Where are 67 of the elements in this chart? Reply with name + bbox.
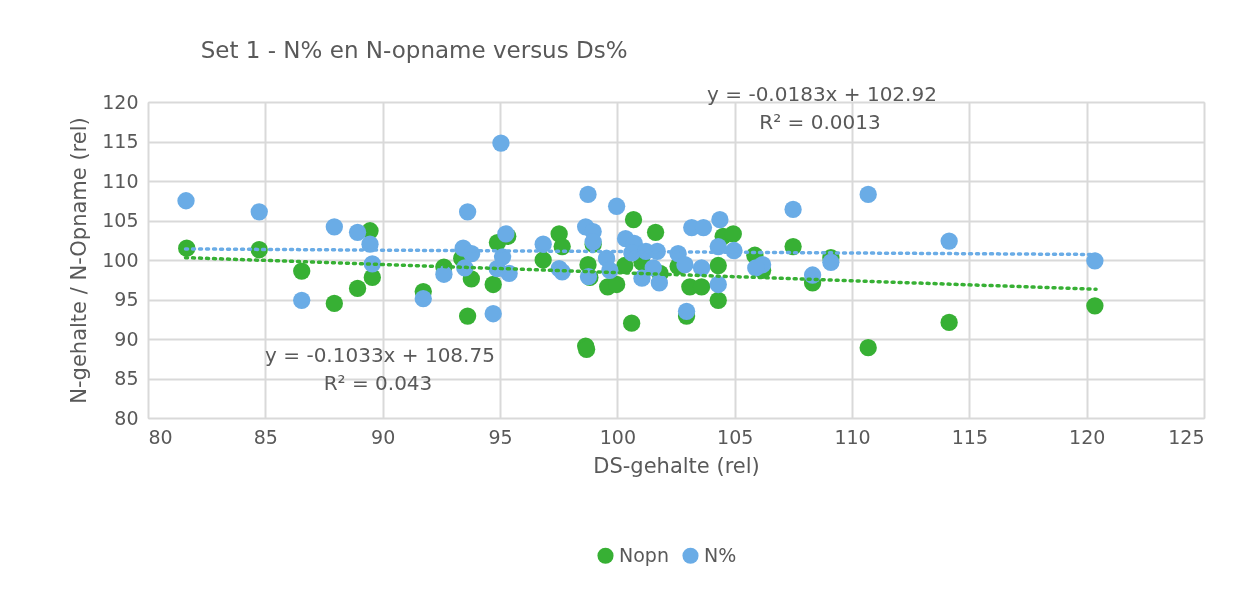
point xyxy=(325,218,343,236)
x-tick-label: 95 xyxy=(488,425,513,448)
annotation: y = -0.0183x + 102.92 xyxy=(707,82,937,106)
annotation: R² = 0.043 xyxy=(323,371,433,395)
annotation: R² = 0.0013 xyxy=(759,110,881,134)
annotation: y = -0.1033x + 108.75 xyxy=(265,343,495,367)
point xyxy=(484,305,502,323)
x-tick-label: 85 xyxy=(253,425,278,448)
y-tick-label: 110 xyxy=(102,169,139,192)
x-tick-label: 80 xyxy=(148,425,173,448)
point xyxy=(859,339,877,357)
x-tick-label: 115 xyxy=(951,425,988,448)
point xyxy=(325,294,343,313)
y-tick-label: 115 xyxy=(102,130,139,152)
chart-title: Set 1 - N% en N-opname versus Ds% xyxy=(200,37,628,63)
point xyxy=(624,211,643,229)
x-axis-title: DS-gehalte (rel) xyxy=(593,453,760,478)
y-tick-label: 85 xyxy=(114,367,139,389)
point xyxy=(784,200,802,219)
point xyxy=(484,275,502,294)
y-tick-label: 90 xyxy=(114,327,139,350)
point xyxy=(534,251,552,269)
point xyxy=(709,291,727,309)
x-tick-label: 100 xyxy=(599,425,636,448)
point xyxy=(414,290,432,308)
legend-label: Nopn xyxy=(619,543,669,566)
point xyxy=(492,134,510,152)
x-tick-label: 120 xyxy=(1069,425,1106,448)
point xyxy=(692,259,711,277)
point xyxy=(711,211,729,229)
x-tick-label: 90 xyxy=(371,425,396,448)
y-tick-label: 100 xyxy=(102,248,139,271)
point xyxy=(458,307,477,325)
legend-label: N% xyxy=(704,543,737,566)
y-tick-label: 120 xyxy=(102,90,139,113)
point xyxy=(435,265,453,283)
point xyxy=(607,197,626,215)
point xyxy=(709,275,727,294)
point xyxy=(622,314,641,332)
point xyxy=(724,225,742,243)
point xyxy=(1086,252,1104,270)
point xyxy=(709,256,727,275)
y-axis-title: N-gehalte / N-Opname (rel) xyxy=(67,117,92,404)
point xyxy=(822,253,840,272)
point xyxy=(348,279,367,298)
x-tick-label: 105 xyxy=(717,425,754,448)
point xyxy=(859,185,877,204)
point xyxy=(250,203,268,221)
x-tick-label: 110 xyxy=(834,425,871,448)
y-tick-label: 95 xyxy=(114,288,139,310)
point xyxy=(458,203,477,221)
point xyxy=(940,313,958,332)
point xyxy=(650,274,668,292)
x-tick-label: 125 xyxy=(1168,425,1205,448)
point xyxy=(293,291,311,309)
point xyxy=(676,256,694,274)
point xyxy=(579,185,597,204)
point xyxy=(940,232,958,250)
point xyxy=(747,259,765,277)
point xyxy=(677,302,696,320)
y-tick-label: 105 xyxy=(102,209,139,231)
point xyxy=(293,262,311,280)
point xyxy=(646,223,665,241)
point xyxy=(348,223,367,241)
point xyxy=(177,192,195,210)
point xyxy=(1086,297,1104,315)
y-tick-label: 80 xyxy=(114,406,139,429)
